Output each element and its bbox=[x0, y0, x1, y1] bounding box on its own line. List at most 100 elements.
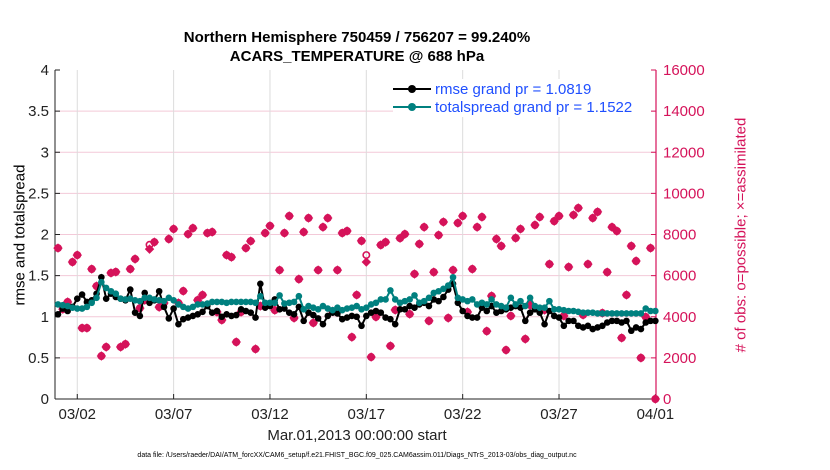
totalspread-point bbox=[627, 310, 635, 317]
totalspread-point bbox=[613, 310, 621, 317]
assimilated-obs-point bbox=[626, 241, 637, 251]
assimilated-obs-point bbox=[250, 344, 261, 354]
assimilated-obs-point bbox=[356, 236, 367, 246]
rmse-point bbox=[213, 307, 221, 315]
totalspread-point bbox=[565, 307, 572, 315]
assimilated-obs-point bbox=[371, 312, 381, 322]
totalspread-point bbox=[136, 297, 144, 305]
totalspread-point bbox=[517, 297, 524, 305]
legend-item-totalspread: totalspread grand pr = 1.1522 bbox=[393, 98, 632, 116]
assimilated-obs-point bbox=[313, 265, 323, 275]
x-tick-label: 04/01 bbox=[637, 406, 675, 423]
totalspread-point bbox=[266, 299, 274, 307]
assimilated-obs-point bbox=[385, 341, 396, 351]
totalspread-point bbox=[608, 310, 616, 317]
totalspread-point bbox=[88, 299, 96, 307]
rmse-point bbox=[440, 293, 447, 301]
assimilated-obs-point bbox=[168, 224, 179, 234]
rmse-point bbox=[608, 317, 616, 325]
assimilated-obs-point bbox=[506, 311, 516, 321]
assimilated-obs-point bbox=[419, 222, 429, 232]
data-file-footer: data file: /Users/raeder/DAI/ATM_forcXX/… bbox=[137, 452, 577, 459]
assimilated-obs-point bbox=[602, 267, 612, 277]
totalspread-point bbox=[314, 306, 322, 313]
rmse-point bbox=[358, 322, 365, 330]
assimilated-obs-point bbox=[400, 229, 410, 239]
assimilated-obs-point bbox=[472, 222, 482, 232]
rmse-point bbox=[454, 299, 462, 307]
totalspread-point bbox=[73, 305, 81, 312]
totalspread-point bbox=[444, 282, 452, 289]
assimilated-obs-point bbox=[318, 222, 328, 232]
totalspread-point bbox=[425, 294, 433, 302]
assimilated-obs-point bbox=[568, 210, 579, 220]
assimilated-obs-point bbox=[284, 211, 294, 221]
assimilated-obs-point bbox=[530, 220, 540, 230]
totalspread-point bbox=[541, 304, 548, 312]
rmse-point bbox=[363, 312, 370, 320]
rmse-point bbox=[396, 306, 404, 313]
totalspread-point bbox=[261, 299, 269, 307]
rmse-point bbox=[584, 322, 592, 330]
totalspread-point bbox=[483, 301, 491, 308]
y-right-tick-label: 12000 bbox=[663, 144, 705, 161]
totalspread-point bbox=[632, 310, 640, 317]
assimilated-obs-point bbox=[549, 216, 559, 226]
rmse-point bbox=[391, 320, 399, 328]
rmse-point bbox=[473, 314, 481, 321]
totalspread-point bbox=[363, 304, 370, 312]
totalspread-point bbox=[353, 302, 360, 310]
rmse-point bbox=[136, 312, 144, 320]
totalspread-point bbox=[98, 278, 105, 286]
y-left-tick-label: 0.5 bbox=[28, 350, 49, 367]
totalspread-point bbox=[526, 294, 534, 302]
rmse-point bbox=[314, 315, 322, 322]
assimilated-obs-point bbox=[67, 257, 78, 267]
totalspread-point bbox=[160, 297, 168, 305]
assimilated-obs-point bbox=[101, 342, 111, 352]
assimilated-obs-point bbox=[641, 312, 651, 322]
y-right-tick-label: 16000 bbox=[663, 62, 705, 79]
totalspread-point bbox=[647, 307, 654, 315]
assimilated-obs-point bbox=[279, 228, 290, 238]
rmse-point bbox=[387, 315, 394, 323]
totalspread-point bbox=[93, 294, 100, 302]
totalspread-point bbox=[637, 310, 645, 317]
rmse-point bbox=[102, 295, 110, 302]
assimilated-obs-point bbox=[241, 243, 251, 253]
assimilated-obs-point bbox=[583, 259, 593, 269]
rmse-point bbox=[319, 320, 327, 328]
totalspread-point bbox=[382, 296, 389, 303]
rmse-point bbox=[334, 310, 341, 317]
rmse-point bbox=[73, 295, 81, 302]
rmse-point bbox=[627, 327, 635, 335]
assimilated-obs-point bbox=[197, 290, 208, 300]
assimilated-obs-point bbox=[72, 250, 83, 260]
rmse-point bbox=[131, 309, 139, 316]
rmse-point bbox=[165, 315, 173, 322]
assimilated-obs-point bbox=[183, 229, 193, 239]
legend: rmse grand pr = 1.0819 totalspread grand… bbox=[393, 79, 651, 117]
rmse-point bbox=[623, 317, 630, 325]
totalspread-point bbox=[449, 273, 457, 281]
rmse-point bbox=[155, 287, 163, 295]
assimilated-obs-point bbox=[482, 326, 492, 336]
totalspread-point bbox=[411, 292, 418, 299]
assimilated-obs-point bbox=[645, 243, 656, 253]
assimilated-obs-point bbox=[554, 211, 564, 221]
totalspread-point bbox=[242, 298, 250, 306]
x-tick-label: 03/12 bbox=[251, 406, 289, 423]
rmse-point bbox=[78, 291, 86, 298]
totalspread-point bbox=[507, 294, 515, 302]
rmse-point bbox=[647, 317, 654, 325]
rmse-point bbox=[247, 309, 254, 316]
chart-title-line-2: ACARS_TEMPERATURE @ 688 hPa bbox=[229, 48, 485, 65]
assimilated-obs-point bbox=[144, 244, 155, 254]
assimilated-obs-point bbox=[342, 226, 352, 236]
assimilated-obs-point bbox=[260, 228, 270, 238]
rmse-point bbox=[541, 320, 548, 328]
assimilated-obs-point bbox=[636, 353, 646, 363]
rmse-point bbox=[555, 314, 563, 321]
assimilated-obs-point bbox=[188, 223, 198, 233]
assimilated-obs-point bbox=[457, 211, 468, 221]
